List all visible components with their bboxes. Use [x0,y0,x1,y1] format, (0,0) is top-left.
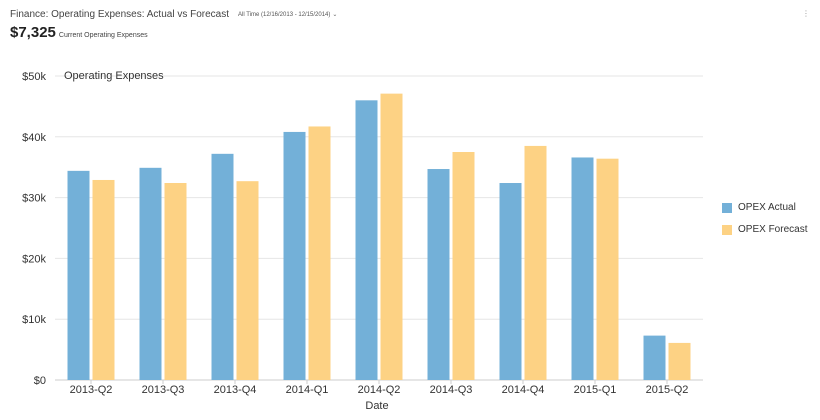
bar-opex-forecast[interactable] [164,183,187,380]
kpi-row: $7,325 Current Operating Expenses [10,24,810,41]
bar-opex-actual[interactable] [571,157,594,380]
bar-opex-forecast[interactable] [524,145,547,380]
legend-label-actual: OPEX Actual [738,202,796,213]
x-tick-label: 2014-Q2 [358,384,401,396]
bar-opex-forecast[interactable] [452,152,475,380]
x-axis-ticks: 2013-Q2 2013-Q3 2013-Q4 2014-Q1 2014-Q2 2014-… [70,380,689,396]
bars [67,93,691,381]
y-axis-ticks: $0 $10k $20k $30k $40k $50k [22,71,46,387]
legend-label-forecast: OPEX Forecast [738,224,808,235]
bar-opex-forecast[interactable] [236,181,259,380]
x-tick-label: 2013-Q3 [142,384,185,396]
x-axis-label: Date [365,400,388,412]
title-row: Finance: Operating Expenses: Actual vs F… [10,9,810,20]
y-tick-label: $40k [22,132,46,144]
bar-opex-actual[interactable] [499,183,522,380]
chart-header: Finance: Operating Expenses: Actual vs F… [10,9,810,41]
bar-opex-actual[interactable] [211,153,234,380]
x-tick-label: 2014-Q4 [502,384,545,396]
bar-opex-actual[interactable] [283,131,306,380]
y-tick-label: $0 [34,375,46,387]
x-tick-label: 2014-Q3 [430,384,473,396]
kebab-menu-icon[interactable]: ⋮ [802,9,810,18]
y-tick-label: $30k [22,193,46,205]
legend-swatch-actual [722,202,732,213]
x-tick-label: 2014-Q1 [286,384,329,396]
date-range-dropdown[interactable]: All Time (12/16/2013 - 12/15/2014) ⌄ [238,11,338,19]
y-tick-label: $10k [22,314,46,326]
chevron-down-icon: ⌄ [332,12,338,18]
bar-opex-forecast[interactable] [668,342,691,380]
x-tick-label: 2015-Q1 [574,384,617,396]
bar-opex-forecast[interactable] [308,126,331,381]
y-tick-label: $50k [22,71,46,83]
bar-opex-actual[interactable] [643,335,666,380]
bar-opex-actual[interactable] [139,167,162,380]
bar-opex-forecast[interactable] [92,179,115,380]
page-title: Finance: Operating Expenses: Actual vs F… [10,9,229,20]
bar-opex-forecast[interactable] [596,158,619,380]
legend-swatch-forecast [722,224,732,235]
date-range-label: All Time (12/16/2013 - 12/15/2014) [238,11,331,18]
kpi-label: Current Operating Expenses [58,32,148,39]
bar-opex-actual[interactable] [427,169,450,380]
x-tick-label: 2015-Q2 [646,384,689,396]
x-tick-label: 2013-Q4 [214,384,257,396]
legend: OPEX Actual OPEX Forecast [722,201,807,245]
y-tick-label: $20k [22,253,46,265]
bar-opex-actual[interactable] [355,100,378,380]
legend-item-actual[interactable]: OPEX Actual [722,201,807,214]
legend-item-forecast[interactable]: OPEX Forecast [722,223,807,236]
x-tick-label: 2013-Q2 [70,384,113,396]
bar-opex-forecast[interactable] [380,93,403,380]
chart-title: Operating Expenses [64,70,164,82]
bar-opex-actual[interactable] [67,170,90,380]
kpi-value: $7,325 [10,24,56,41]
